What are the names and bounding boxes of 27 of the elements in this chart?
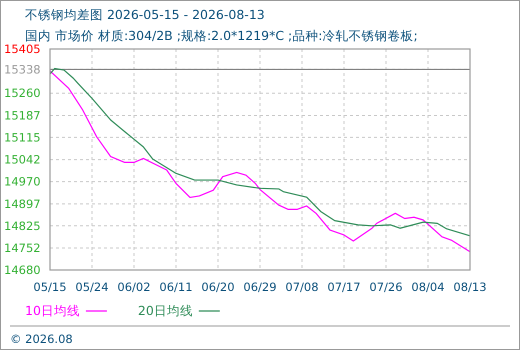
x-tick-label: 06/02: [117, 280, 151, 294]
chart-title: 不锈钢均差图 2026-05-15 - 2026-08-13: [25, 7, 265, 22]
x-tick-label: 07/17: [327, 280, 361, 294]
y-tick-label: 14752: [4, 241, 41, 256]
y-tick-label: 15115: [4, 130, 41, 144]
y-tick-label: 15042: [4, 152, 41, 167]
x-tick-label: 08/04: [411, 280, 445, 294]
y-tick-label: 14897: [4, 196, 41, 211]
y-tick-label: 15187: [4, 108, 41, 122]
x-tick-label: 06/29: [243, 280, 277, 294]
x-tick-label: 05/15: [33, 280, 67, 294]
legend-label: 10日均线: [25, 303, 80, 318]
x-tick-label: 06/11: [159, 280, 193, 294]
x-tick-label: 07/08: [285, 280, 319, 294]
y-tick-label: 14970: [4, 174, 41, 189]
text: © 2026.08: [10, 332, 73, 346]
y-tick-label: 14680: [4, 263, 41, 277]
y-tick-label: 14825: [4, 218, 41, 233]
x-tick-label: 06/20: [201, 280, 235, 294]
chart-subtitle: 国内 市场价 材质:304/2B ;规格:2.0*1219*C ;品种:冷轧不锈钢卷板;: [25, 28, 418, 43]
y-tick-label: 15338: [4, 62, 41, 76]
y-tick-label: 15260: [4, 86, 41, 100]
x-tick-label: 07/26: [369, 280, 403, 294]
y-tick-label: 15405: [4, 42, 41, 56]
x-tick-label: 05/24: [75, 280, 109, 294]
x-tick-label: 08/13: [453, 280, 487, 294]
legend-label: 20日均线: [138, 303, 193, 318]
